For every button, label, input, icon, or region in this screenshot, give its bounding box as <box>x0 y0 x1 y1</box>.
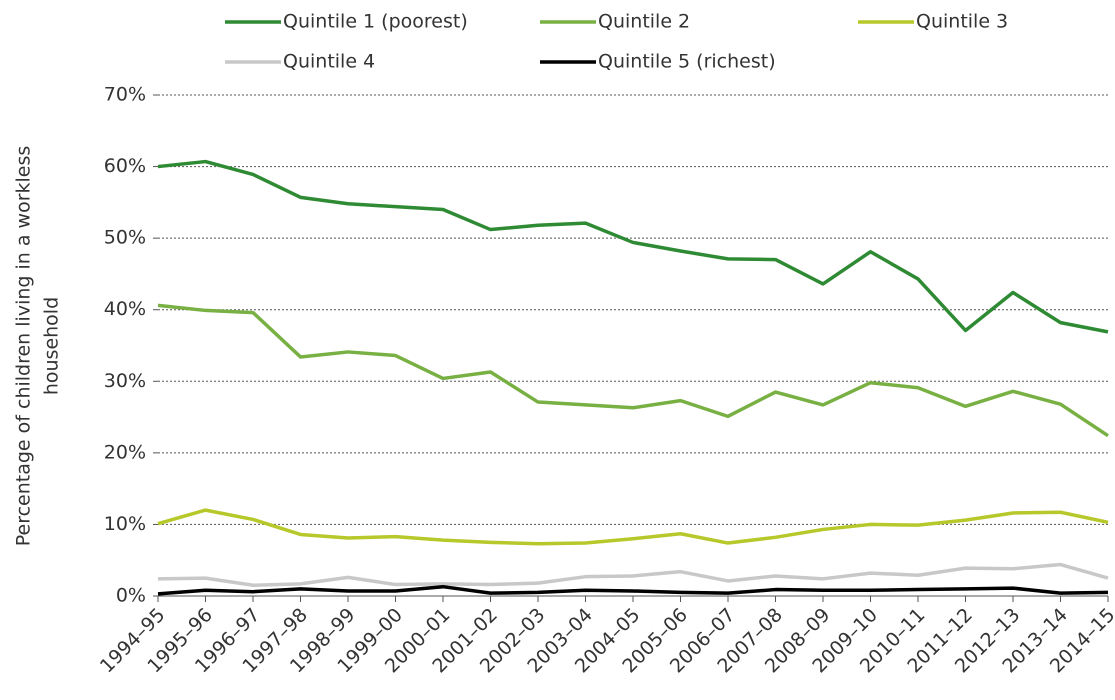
legend-label: Quintile 1 (poorest) <box>283 11 468 33</box>
series-line <box>157 584 1109 596</box>
y-tick-label: 50% <box>104 227 146 249</box>
y-tick-label: 40% <box>104 298 146 320</box>
series-line <box>157 562 1109 588</box>
legend-label: Quintile 4 <box>283 51 375 73</box>
series-line <box>157 303 1109 438</box>
y-axis-title-line: Percentage of children living in a workl… <box>13 146 35 547</box>
y-axis-title-line: household <box>41 297 63 395</box>
series-line <box>157 508 1109 546</box>
legend-label: Quintile 5 (richest) <box>598 51 776 73</box>
legend-label: Quintile 2 <box>598 11 690 33</box>
y-tick-label: 10% <box>104 513 146 535</box>
y-axis-title: Percentage of children living in a workl… <box>13 146 63 547</box>
y-tick-label: 70% <box>104 84 146 106</box>
y-tick-label: 60% <box>104 155 146 177</box>
y-tick-label: 20% <box>104 441 146 463</box>
y-tick-label: 0% <box>116 585 146 607</box>
legend-label: Quintile 3 <box>916 11 1008 33</box>
y-tick-label: 30% <box>104 370 146 392</box>
series-line <box>157 159 1109 334</box>
